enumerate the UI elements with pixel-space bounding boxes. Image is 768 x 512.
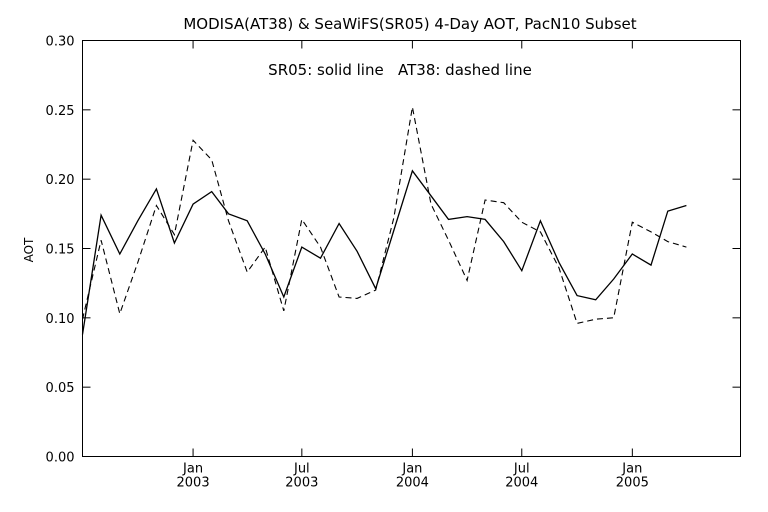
series-layer <box>81 106 687 335</box>
x-tick-label: Jan <box>621 462 642 477</box>
x-tick-label: Jan <box>401 462 422 477</box>
x-tick-year-label: 2005 <box>616 476 649 491</box>
x-tick-year-label: 2003 <box>285 476 318 491</box>
y-tick-label: 0.25 <box>46 104 75 119</box>
series-line-sr05 <box>81 169 687 335</box>
x-tick-year-label: 2004 <box>396 476 429 491</box>
chart-title: MODISA(AT38) & SeaWiFS(SR05) 4-Day AOT, … <box>183 15 636 33</box>
y-tick-label: 0.00 <box>46 451 75 466</box>
x-tick-year-label: 2004 <box>505 476 538 491</box>
x-tick-label: Jul <box>513 462 530 477</box>
series-line-at38 <box>81 106 687 325</box>
plot-frame <box>82 40 741 457</box>
y-axis-label: AOT <box>22 237 36 262</box>
y-tick-label: 0.05 <box>46 381 75 396</box>
y-tick-label: 0.20 <box>46 173 75 188</box>
y-tick-label: 0.10 <box>46 312 75 327</box>
chart-annotation: SR05: solid line AT38: dashed line <box>268 61 532 79</box>
x-tick-label: Jul <box>293 462 310 477</box>
y-ticks: 0.00 0.05 0.10 0.15 0.20 0.25 0.30 <box>46 35 741 466</box>
x-tick-label: Jan <box>182 462 203 477</box>
x-tick-year-label: 2003 <box>177 476 210 491</box>
y-tick-label: 0.15 <box>46 243 75 258</box>
y-tick-label: 0.30 <box>46 35 75 50</box>
